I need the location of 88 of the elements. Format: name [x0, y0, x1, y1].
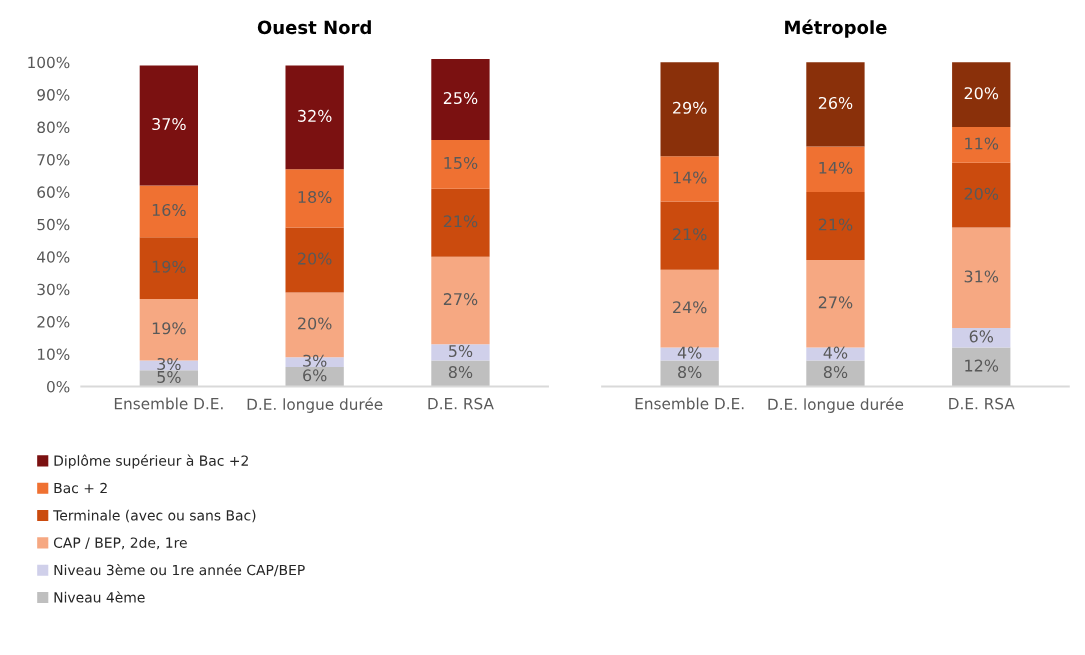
data-label: 25% — [443, 92, 478, 105]
bar — [806, 259, 865, 348]
bar — [139, 65, 199, 186]
data-label: 6% — [969, 330, 994, 343]
y-tick-label: 30% — [37, 283, 70, 296]
x-tick-label: Ensemble D.E. — [114, 397, 223, 410]
y-tick-label: 100% — [28, 56, 70, 69]
data-label: 21% — [818, 218, 853, 231]
data-label: 20% — [964, 187, 999, 200]
bar — [806, 62, 865, 147]
bar — [660, 269, 719, 348]
legend-label: Terminale (avec ou sans Bac) — [53, 509, 256, 523]
bar — [952, 328, 1011, 348]
data-label: 15% — [444, 156, 478, 169]
data-label: 20% — [298, 252, 332, 265]
data-label: 20% — [964, 87, 999, 100]
data-label: 4% — [677, 346, 702, 359]
legend-label: Niveau 4ème — [54, 591, 145, 603]
legend-label: Bac + 2 — [54, 482, 107, 494]
data-label: 37% — [152, 117, 186, 131]
data-label: 16% — [152, 203, 186, 216]
data-label: 21% — [443, 215, 478, 228]
data-label: 11% — [965, 137, 999, 150]
data-label: 3% — [157, 357, 181, 371]
data-label: 27% — [818, 296, 853, 309]
bar — [806, 146, 865, 192]
bar — [952, 127, 1011, 163]
bar — [431, 256, 490, 345]
data-label: 5% — [449, 344, 473, 358]
data-label: 29% — [673, 101, 707, 114]
bar — [952, 62, 1011, 128]
x-tick-label: Ensemble D.E. — [635, 397, 744, 410]
data-label: 14% — [819, 161, 853, 174]
bar — [431, 58, 490, 141]
bar — [806, 191, 865, 260]
bar — [431, 140, 490, 189]
bar — [952, 162, 1011, 228]
bar — [660, 201, 719, 270]
y-tick-label: 10% — [37, 348, 70, 361]
bar — [285, 169, 344, 228]
data-label: 24% — [673, 301, 707, 314]
bar — [285, 65, 344, 170]
data-label: 26% — [818, 96, 853, 109]
chart-title: Ouest Nord — [257, 20, 371, 35]
data-label: 6% — [303, 369, 327, 382]
data-label: 14% — [673, 171, 707, 184]
legend-label: Niveau 3ème ou 1re année CAP/BEP — [54, 563, 305, 577]
bar — [660, 62, 719, 157]
data-label: 18% — [298, 190, 332, 204]
data-label: 8% — [678, 366, 702, 379]
chart-title: Métropole — [785, 19, 887, 38]
data-label: 19% — [152, 260, 186, 273]
data-label: 4% — [823, 346, 848, 359]
data-label: 8% — [448, 366, 473, 379]
y-tick-label: 70% — [37, 153, 70, 166]
bar — [431, 188, 490, 257]
data-label: 8% — [823, 366, 848, 379]
y-tick-label: 20% — [37, 316, 70, 328]
y-tick-label: 90% — [37, 89, 70, 101]
data-label: 32% — [298, 109, 332, 122]
x-tick-label: D.E. longue durée — [768, 397, 904, 413]
data-label: 3% — [303, 354, 327, 367]
bar — [139, 237, 199, 299]
bar — [660, 347, 719, 361]
data-label: 31% — [964, 270, 999, 283]
data-label: 20% — [298, 317, 332, 330]
data-label: 12% — [965, 359, 999, 372]
legend-label: CAP / BEP, 2de, 1re — [53, 537, 187, 550]
x-tick-label: D.E. RSA — [949, 397, 1015, 410]
y-tick-label: 40% — [37, 251, 70, 263]
x-tick-label: D.E. RSA — [428, 397, 494, 410]
bar — [952, 347, 1011, 387]
y-tick-label: 60% — [37, 186, 70, 198]
bar — [139, 185, 199, 238]
bar — [806, 347, 865, 361]
y-tick-label: 0% — [47, 380, 70, 393]
y-tick-label: 50% — [37, 218, 70, 231]
x-tick-label: D.E. longue durée — [247, 397, 383, 413]
bar — [952, 227, 1011, 329]
data-label: 19% — [152, 322, 186, 335]
bar — [285, 227, 344, 293]
data-label: 27% — [443, 293, 478, 306]
data-label: 5% — [157, 370, 181, 383]
bar — [431, 344, 490, 361]
data-label: 21% — [673, 228, 707, 241]
y-tick-label: 80% — [37, 121, 70, 134]
legend-label: Diplôme supérieur à Bac +2 — [54, 454, 248, 469]
bar — [660, 156, 719, 202]
